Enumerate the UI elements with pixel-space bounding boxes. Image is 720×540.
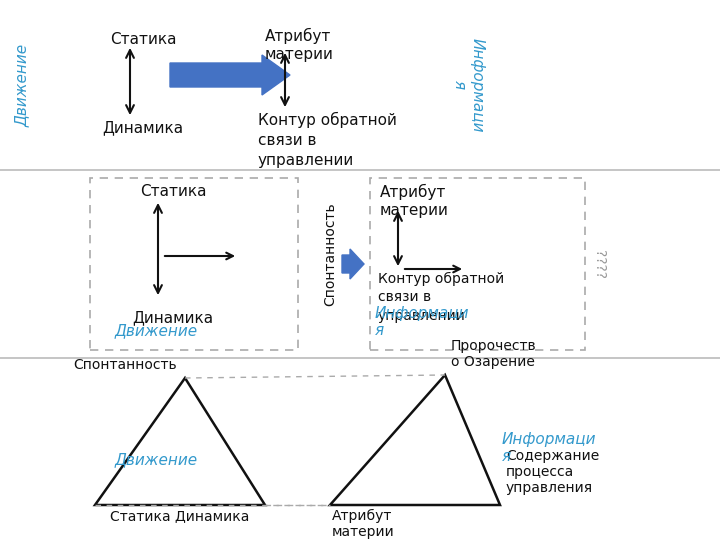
Text: Атрибут
материи: Атрибут материи: [380, 184, 449, 218]
Text: Движение: Движение: [115, 323, 198, 338]
Text: Спонтанность: Спонтанность: [323, 202, 337, 306]
Text: Динамика: Динамика: [102, 120, 183, 135]
Text: Информаци
я: Информаци я: [375, 306, 469, 338]
Text: Движение: Движение: [115, 453, 198, 468]
Text: Статика: Статика: [140, 184, 207, 199]
Text: Статика Динамика: Статика Динамика: [110, 509, 250, 523]
Text: Атрибут
материи: Атрибут материи: [332, 509, 395, 539]
Text: Движение: Движение: [14, 43, 30, 126]
Bar: [90, 178, 298, 350]
Text: ????: ????: [592, 249, 606, 279]
Text: Контур обратной
связи в
управлении: Контур обратной связи в управлении: [378, 272, 504, 323]
Text: Спонтанность: Спонтанность: [73, 358, 177, 372]
Text: Информаци
я: Информаци я: [452, 38, 484, 132]
Bar: [370, 178, 585, 350]
Text: Статика: Статика: [110, 32, 176, 47]
Text: Контур обратной
связи в
управлении: Контур обратной связи в управлении: [258, 112, 397, 168]
Text: Динамика: Динамика: [132, 310, 213, 325]
FancyArrow shape: [170, 55, 290, 95]
Text: Информаци
я: Информаци я: [502, 432, 596, 464]
Text: Содержание
процесса
управления: Содержание процесса управления: [506, 449, 599, 495]
FancyArrow shape: [342, 249, 364, 279]
Text: Атрибут
материи: Атрибут материи: [265, 28, 334, 62]
Text: Пророчеств
о Озарение: Пророчеств о Озарение: [451, 339, 536, 369]
